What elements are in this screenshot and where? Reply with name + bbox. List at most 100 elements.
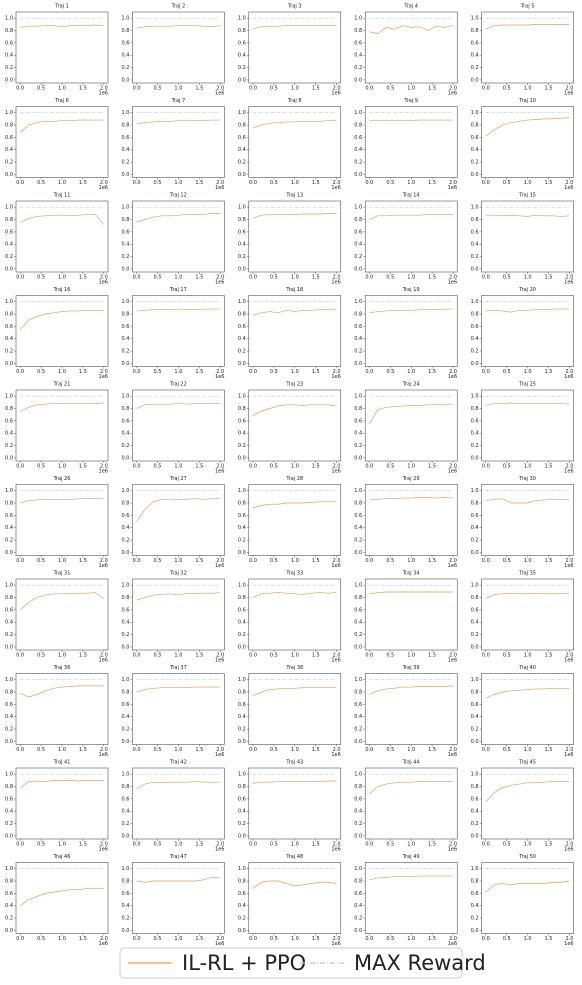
x-offset-label: 1e6	[448, 563, 457, 569]
y-tick-label: 0.6	[121, 702, 129, 708]
x-tick-label: 0.0	[133, 653, 141, 659]
subplot-title: Traj 49	[402, 854, 420, 860]
y-tick-label: 0.8	[354, 879, 362, 885]
x-tick-label: 1.0	[58, 653, 66, 659]
plot-frame	[364, 673, 458, 745]
x-offset-label: 1e6	[448, 280, 457, 286]
x-tick-label: 1.0	[407, 275, 415, 281]
subplot-title: Traj 35	[518, 571, 536, 577]
x-offset-label: 1e6	[331, 374, 340, 380]
y-tick-label: 0.0	[121, 77, 129, 83]
x-tick-label: 0.5	[154, 653, 162, 659]
x-tick-label: 1.5	[312, 275, 320, 281]
plot-frame	[132, 106, 225, 178]
x-tick-label: 2.0	[333, 653, 341, 659]
plot-frame	[132, 11, 225, 84]
x-tick-label: 1.0	[58, 747, 66, 753]
series-line	[369, 685, 454, 695]
subplot-title: Traj 43	[285, 760, 303, 766]
x-offset-label: 1e6	[564, 280, 573, 286]
x-tick-label: 1.0	[291, 369, 299, 375]
subplot-title: Traj 46	[53, 854, 71, 860]
x-tick-label: 0.0	[249, 464, 257, 470]
y-tick-label: 0.0	[354, 833, 362, 839]
y-tick-label: 0.0	[238, 77, 246, 83]
plot-frame	[132, 200, 225, 273]
y-tick-label: 0.0	[121, 172, 129, 178]
x-tick-label: 1.0	[174, 464, 182, 470]
x-tick-label: 0.5	[270, 464, 278, 470]
y-tick-label: 0.0	[238, 361, 246, 367]
y-tick-label: 0.2	[354, 65, 362, 71]
x-tick-label: 0.5	[386, 464, 394, 470]
series-line	[252, 780, 337, 784]
x-tick-label: 0.5	[154, 86, 162, 92]
y-tick-label: 1.0	[121, 394, 129, 400]
subplot: Traj 6 0.0 0.2 0.4 0.6 0.8 1.0 0.0 0.5 1.0 1.5 2.01…	[5, 98, 109, 191]
plot-frame	[481, 484, 574, 556]
x-tick-label: 1.5	[428, 275, 436, 281]
x-tick-label: 0.5	[154, 747, 162, 753]
x-tick-label: 1.0	[58, 369, 66, 375]
series-line	[136, 213, 221, 223]
y-tick-label: 0.4	[5, 809, 13, 815]
subplot-title: Traj 11	[53, 193, 71, 199]
y-tick-label: 0.0	[354, 77, 362, 83]
series-line	[20, 402, 104, 412]
y-tick-label: 0.4	[471, 431, 479, 437]
subplot: Traj 44 0.0 0.2 0.4 0.6 0.8 1.0 0.0 0.5 1.0 1.5 2.0…	[354, 760, 458, 853]
x-offset-label: 1e6	[448, 374, 457, 380]
y-tick-label: 0.4	[121, 431, 129, 437]
y-tick-label: 0.0	[354, 361, 362, 367]
x-tick-label: 0.5	[270, 842, 278, 848]
x-tick-label: 0.0	[482, 86, 490, 92]
x-offset-label: 1e6	[99, 374, 108, 380]
subplot: Traj 11 0.0 0.2 0.4 0.6 0.8 1.0 0.0 0.5 1.0 1.5 2.0…	[5, 193, 109, 286]
subplot: Traj 13 0.0 0.2 0.4 0.6 0.8 1.0 0.0 0.5 1.0 1.5 2.0…	[238, 193, 342, 286]
plot-frame	[481, 11, 574, 84]
y-tick-label: 0.8	[471, 312, 479, 318]
y-tick-label: 0.4	[354, 525, 362, 531]
y-tick-label: 0.6	[238, 796, 246, 802]
x-tick-label: 2.0	[565, 464, 573, 470]
x-tick-label: 0.0	[482, 747, 490, 753]
series-line	[252, 501, 337, 509]
y-tick-label: 0.0	[5, 833, 13, 839]
y-tick-label: 0.0	[238, 172, 246, 178]
plot-frame	[132, 862, 225, 934]
x-offset-label: 1e6	[564, 185, 573, 191]
x-tick-label: 1.0	[58, 842, 66, 848]
y-tick-label: 1.0	[5, 299, 13, 305]
plot-frame	[248, 11, 342, 84]
x-tick-label: 0.0	[249, 747, 257, 753]
y-tick-label: 0.0	[238, 644, 246, 650]
x-tick-label: 0.5	[270, 653, 278, 659]
subplot: Traj 39 0.0 0.2 0.4 0.6 0.8 1.0 0.0 0.5 1.0 1.5 2.0…	[354, 665, 458, 758]
x-tick-label: 0.0	[249, 275, 257, 281]
y-tick-label: 0.8	[238, 217, 246, 223]
y-tick-label: 0.0	[354, 455, 362, 461]
y-tick-label: 0.6	[471, 607, 479, 613]
y-tick-label: 0.4	[121, 53, 129, 59]
y-tick-label: 0.4	[471, 147, 479, 153]
x-tick-label: 1.0	[407, 464, 415, 470]
y-tick-label: 0.6	[471, 796, 479, 802]
x-tick-label: 1.0	[174, 369, 182, 375]
y-tick-label: 1.0	[5, 205, 13, 211]
x-tick-label: 1.5	[195, 747, 203, 753]
y-tick-label: 0.2	[238, 349, 246, 355]
x-tick-label: 1.5	[195, 275, 203, 281]
x-tick-label: 0.5	[270, 747, 278, 753]
subplot: Traj 8 0.0 0.2 0.4 0.6 0.8 1.0 0.0 0.5 1.0 1.5 2.01…	[238, 98, 342, 191]
x-tick-label: 1.5	[545, 180, 553, 186]
y-tick-label: 0.2	[238, 65, 246, 71]
x-tick-label: 0.0	[365, 275, 373, 281]
x-tick-label: 1.0	[291, 275, 299, 281]
y-tick-label: 0.2	[121, 254, 129, 260]
x-tick-label: 1.0	[407, 180, 415, 186]
x-tick-label: 1.5	[428, 369, 436, 375]
x-offset-label: 1e6	[331, 752, 340, 758]
subplot: Traj 17 0.0 0.2 0.4 0.6 0.8 1.0 0.0 0.5 1.0 1.5 2.0…	[121, 287, 225, 380]
x-tick-label: 0.5	[386, 86, 394, 92]
y-tick-label: 0.8	[5, 879, 13, 885]
